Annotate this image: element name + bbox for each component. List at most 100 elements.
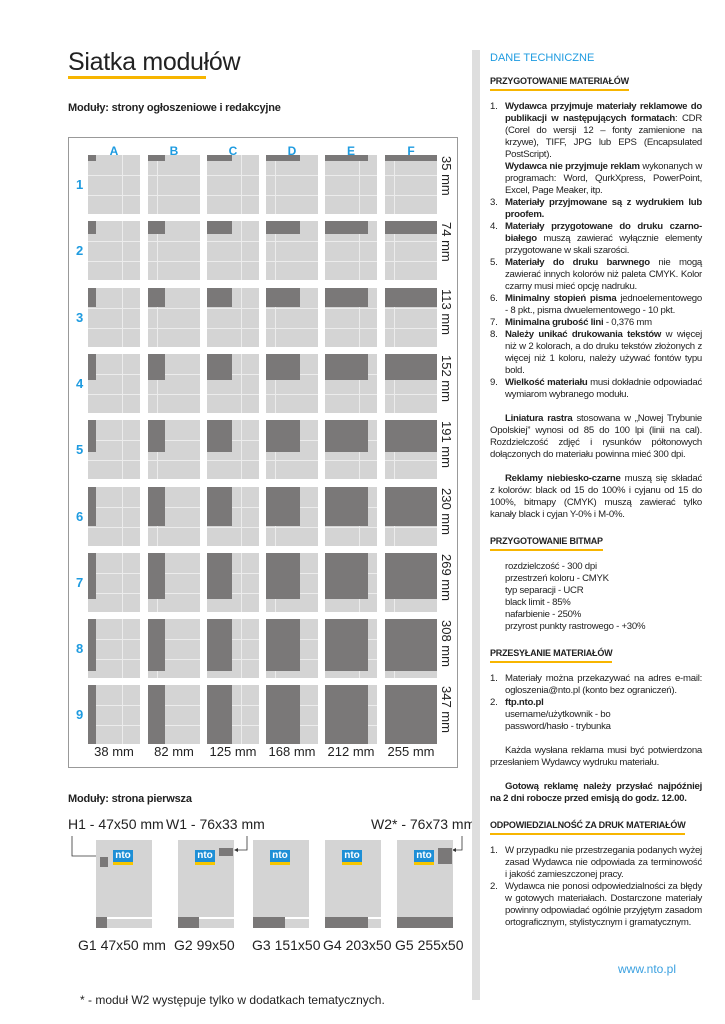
list-item: Wydawca nie przyjmuje reklam wykonanych … bbox=[490, 161, 702, 197]
page-thumbnail bbox=[88, 353, 140, 413]
page-thumbnail bbox=[385, 552, 437, 612]
list-item: przyrost punkty rastrowego - +30% bbox=[505, 621, 646, 632]
page-thumbnail bbox=[207, 420, 259, 480]
guide-line bbox=[207, 659, 259, 661]
ad-module bbox=[148, 353, 165, 380]
guide-line bbox=[88, 506, 140, 508]
guide-line bbox=[148, 572, 200, 574]
page-thumbnail bbox=[385, 486, 437, 546]
guide-line bbox=[266, 327, 318, 329]
guide-line bbox=[148, 241, 200, 243]
list-item: black limit - 85% bbox=[505, 597, 571, 608]
guide-line bbox=[207, 725, 259, 727]
page-thumbnail bbox=[148, 221, 200, 281]
guide-line bbox=[157, 287, 158, 347]
item-bold: Wielkość materiału bbox=[505, 377, 588, 388]
ad-module bbox=[88, 552, 96, 599]
guide-line bbox=[148, 175, 200, 176]
guide-line bbox=[207, 526, 259, 528]
guide-line bbox=[207, 307, 259, 309]
guide-line bbox=[394, 287, 395, 347]
module-g5 bbox=[397, 917, 453, 928]
guide-line bbox=[241, 685, 242, 745]
column-label: A bbox=[109, 144, 119, 158]
guide-line bbox=[207, 639, 259, 641]
website-link[interactable]: www.nto.pl bbox=[618, 962, 677, 976]
guide-line bbox=[122, 552, 123, 612]
front-module-label: G5 255x50 bbox=[395, 937, 464, 953]
guide-line bbox=[241, 486, 242, 546]
row-height-label: 230 mm bbox=[439, 487, 454, 535]
guide-line bbox=[157, 353, 158, 413]
ad-module bbox=[385, 619, 437, 672]
guide-line bbox=[385, 393, 437, 395]
list-item: 1. W przypadku nie przestrzegania podanyc… bbox=[490, 845, 702, 880]
guide-line bbox=[122, 221, 123, 281]
page-title: Siatka modułów bbox=[68, 48, 241, 76]
column-label: C bbox=[228, 144, 238, 158]
front-page-thumbnail: nto bbox=[325, 840, 381, 928]
guide-line bbox=[122, 685, 123, 745]
ad-module bbox=[148, 420, 165, 453]
guide-line bbox=[394, 155, 395, 214]
list-item: rozdzielczość - 300 dpi bbox=[505, 561, 597, 572]
module-g3 bbox=[253, 917, 285, 928]
ad-module bbox=[385, 685, 437, 745]
front-module-label: G1 47x50 mm bbox=[78, 937, 166, 953]
ad-module bbox=[325, 287, 368, 307]
module-grid-frame bbox=[68, 137, 458, 768]
ad-module bbox=[266, 353, 300, 380]
ad-module bbox=[266, 221, 300, 235]
guide-line bbox=[266, 526, 318, 528]
list-item: przestrzeń koloru - CMYK bbox=[505, 573, 609, 584]
guide-line bbox=[122, 353, 123, 413]
guide-line bbox=[148, 526, 200, 528]
page-thumbnail bbox=[148, 155, 200, 214]
column-width-label: 82 mm bbox=[154, 744, 194, 759]
page-thumbnail bbox=[385, 221, 437, 281]
row-label: 7 bbox=[76, 574, 84, 590]
list-item: typ separacji - UCR bbox=[505, 585, 584, 596]
guide-line bbox=[88, 526, 140, 528]
guide-line bbox=[148, 639, 200, 641]
page-thumbnail bbox=[385, 287, 437, 347]
list-item: 5. Materiały do druku barwnego nie mogą z… bbox=[490, 257, 702, 293]
row-height-label: 191 mm bbox=[439, 421, 454, 469]
guide-line bbox=[241, 353, 242, 413]
item-text: wykonanych w programach: Word, QurkXpres… bbox=[505, 161, 702, 196]
guide-line bbox=[394, 353, 395, 413]
column-width-label: 168 mm bbox=[268, 744, 316, 759]
ad-module bbox=[148, 619, 165, 672]
ad-module bbox=[325, 155, 368, 161]
page-thumbnail bbox=[207, 155, 259, 214]
row-label: 8 bbox=[76, 641, 84, 657]
nto-logo: nto bbox=[414, 850, 434, 865]
page-thumbnail bbox=[207, 353, 259, 413]
guide-line bbox=[148, 261, 200, 263]
guide-line bbox=[241, 155, 242, 214]
page-thumbnail bbox=[207, 486, 259, 546]
ad-module bbox=[207, 685, 232, 745]
guide-line bbox=[207, 440, 259, 442]
text: username/użytkownik - bo bbox=[505, 709, 611, 720]
page-thumbnail bbox=[88, 221, 140, 281]
guide-line bbox=[359, 353, 360, 413]
guide-line bbox=[88, 440, 140, 442]
guide-line bbox=[207, 393, 259, 395]
item-bold: Należy unikać drukowania tekstów bbox=[505, 329, 662, 340]
guide-line bbox=[266, 393, 318, 395]
item-bold: Materiały przygotowane do druku czarno-b… bbox=[505, 221, 702, 244]
row-label: 5 bbox=[76, 442, 84, 458]
page-thumbnail bbox=[325, 353, 377, 413]
ad-module bbox=[266, 420, 300, 453]
ad-module bbox=[325, 221, 368, 235]
ad-module bbox=[88, 353, 96, 380]
list-item: 7. Minimalna grubość lini - 0,376 mm bbox=[490, 317, 702, 329]
module-w1 bbox=[219, 848, 233, 856]
guide-line bbox=[207, 506, 259, 508]
ad-module bbox=[385, 552, 437, 599]
column-label: B bbox=[169, 144, 179, 158]
guide-line bbox=[88, 327, 140, 329]
ad-module bbox=[148, 486, 165, 526]
materials-list: 1. Wydawca przyjmuje materiały reklamowe … bbox=[490, 101, 702, 401]
